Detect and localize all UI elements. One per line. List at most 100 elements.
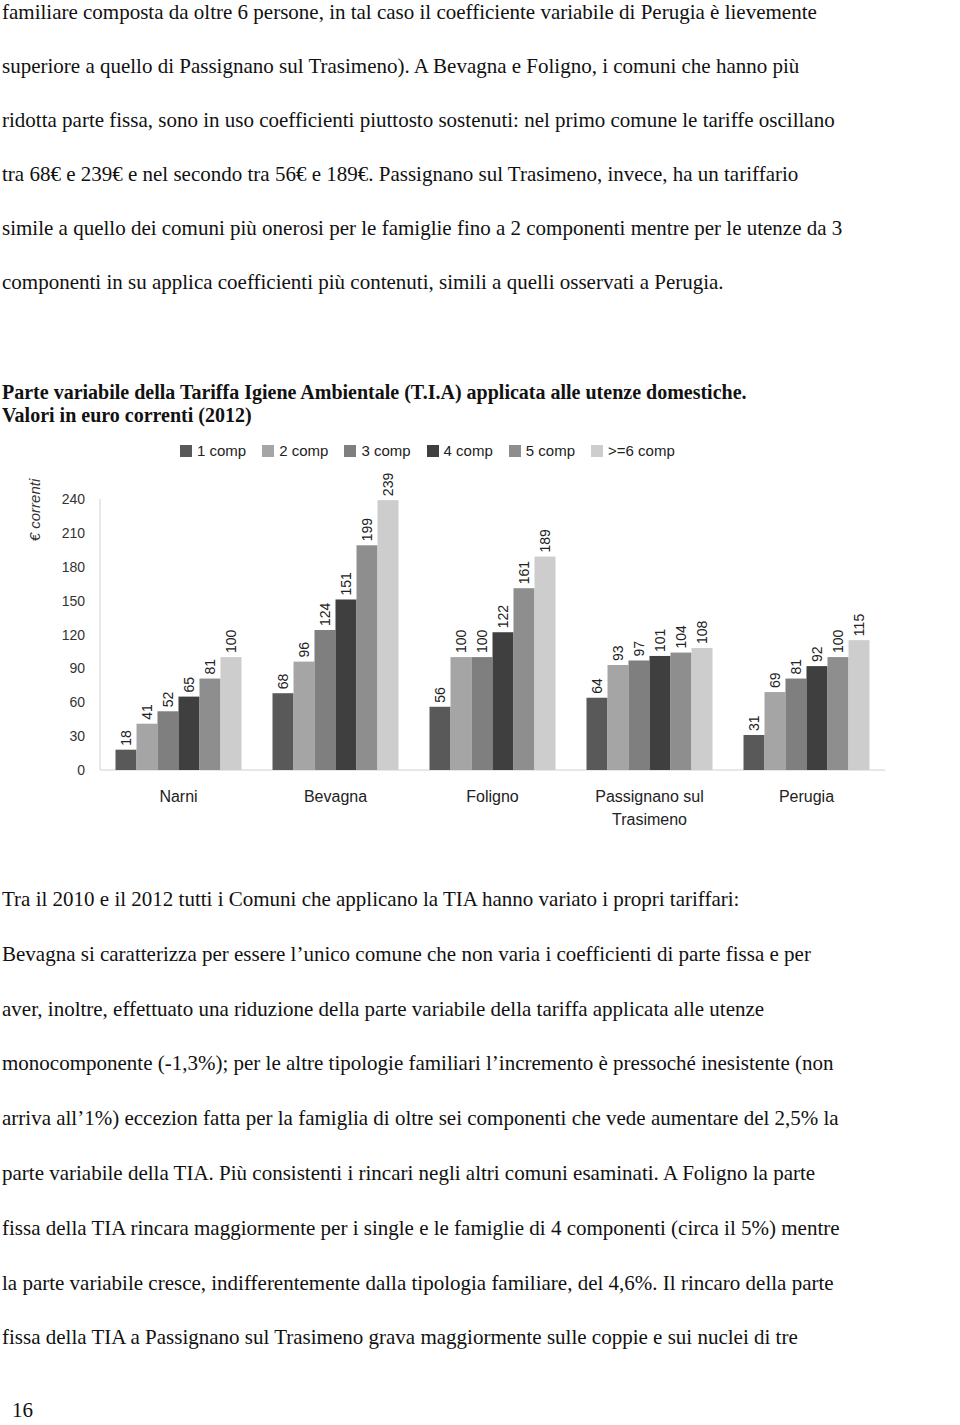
data-label: 69 — [767, 672, 783, 688]
legend-swatch — [344, 445, 356, 457]
data-label: 115 — [851, 614, 867, 637]
bar — [744, 735, 765, 770]
text-line: fissa della TIA a Passignano sul Trasime… — [2, 1323, 957, 1351]
bar — [315, 630, 336, 770]
text-line: monocomponente (-1,3%); per le altre tip… — [2, 1049, 957, 1077]
bar — [357, 545, 378, 770]
legend-label: 4 comp — [444, 442, 493, 459]
legend-item: 4 comp — [427, 442, 493, 459]
y-tick-label: 240 — [62, 491, 86, 507]
bar — [472, 657, 493, 770]
text-line: la parte variabile cresce, indifferentem… — [2, 1269, 957, 1297]
text-line: Tra il 2010 e il 2012 tutti i Comuni che… — [2, 885, 957, 913]
text-line: parte variabile della TIA. Più consisten… — [2, 1159, 957, 1187]
text-line: Bevagna si caratterizza per essere l’uni… — [2, 940, 957, 968]
bar — [158, 711, 179, 770]
bar — [378, 500, 399, 770]
bar — [514, 588, 535, 770]
data-label: 239 — [380, 473, 396, 497]
legend-item: >=6 comp — [591, 442, 675, 459]
data-label: 101 — [652, 628, 668, 652]
bar — [493, 632, 514, 770]
data-label: 199 — [359, 518, 375, 542]
x-tick-label: Passignano sul Trasimeno — [575, 785, 725, 831]
legend-label: 2 comp — [279, 442, 328, 459]
y-axis-line — [100, 499, 101, 770]
data-label: 104 — [673, 625, 689, 649]
data-label: 31 — [746, 715, 762, 731]
text-line: familiare composta da oltre 6 persone, i… — [2, 0, 957, 26]
bar — [807, 666, 828, 770]
bar — [273, 693, 294, 770]
chart: 0306090120150180210240€ correnti18685664… — [0, 0, 960, 1425]
data-label: 81 — [202, 659, 218, 675]
text-line: fissa della TIA rincara maggiormente per… — [2, 1214, 957, 1242]
data-label: 189 — [537, 529, 553, 553]
legend-item: 2 comp — [262, 442, 328, 459]
text-line: superiore a quello di Passignano sul Tra… — [2, 52, 957, 80]
data-label: 100 — [830, 630, 846, 654]
bar — [336, 599, 357, 770]
bar — [650, 656, 671, 770]
bar — [608, 665, 629, 770]
y-tick-label: 120 — [62, 627, 86, 643]
bar — [200, 679, 221, 770]
legend-swatch — [262, 445, 274, 457]
y-tick-label: 60 — [69, 694, 85, 710]
legend-item: 3 comp — [344, 442, 410, 459]
bar — [535, 557, 556, 770]
legend-item: 1 comp — [180, 442, 246, 459]
y-tick-label: 180 — [62, 559, 86, 575]
data-label: 100 — [223, 630, 239, 654]
bar — [587, 698, 608, 770]
legend-label: 1 comp — [197, 442, 246, 459]
legend: 1 comp 2 comp 3 comp 4 comp 5 comp >=6 comp — [180, 442, 691, 459]
data-label: 108 — [694, 620, 710, 644]
legend-label: >=6 comp — [608, 442, 675, 459]
text-line: arriva all’1%) eccezion fatta per la fam… — [2, 1104, 957, 1132]
legend-label: 3 comp — [361, 442, 410, 459]
y-tick-label: 150 — [62, 593, 86, 609]
page: familiare composta da oltre 6 persone, i… — [0, 0, 960, 1425]
y-tick-label: 30 — [69, 728, 85, 744]
data-label: 65 — [181, 677, 197, 693]
bar — [294, 662, 315, 770]
data-label: 93 — [610, 645, 626, 661]
bar — [179, 697, 200, 770]
text-line: ridotta parte fissa, sono in uso coeffic… — [2, 106, 957, 134]
bar — [849, 640, 870, 770]
data-label: 52 — [160, 691, 176, 707]
bar — [116, 750, 137, 770]
data-label: 92 — [809, 646, 825, 662]
chart-title: Parte variabile della Tariffa Igiene Amb… — [2, 381, 747, 404]
page-number: 16 — [12, 1398, 33, 1423]
x-tick-label: Bevagna — [261, 785, 411, 808]
bar — [137, 724, 158, 770]
data-label: 122 — [495, 605, 511, 629]
chart-subtitle: Valori in euro correnti (2012) — [2, 404, 252, 427]
data-label: 124 — [317, 602, 333, 626]
x-tick-label: Narni — [104, 785, 254, 808]
data-label: 161 — [516, 561, 532, 585]
data-label: 151 — [338, 572, 354, 596]
data-label: 56 — [432, 687, 448, 703]
data-label: 64 — [589, 678, 605, 694]
legend-swatch — [180, 445, 192, 457]
data-label: 41 — [139, 704, 155, 720]
text-line: tra 68€ e 239€ e nel secondo tra 56€ e 1… — [2, 160, 957, 188]
y-tick-label: 0 — [77, 762, 85, 778]
bar — [221, 657, 242, 770]
text-line: aver, inoltre, effettuato una riduzione … — [2, 995, 957, 1023]
data-label: 97 — [631, 641, 647, 657]
y-tick-label: 210 — [62, 525, 86, 541]
legend-label: 5 comp — [526, 442, 575, 459]
data-label: 96 — [296, 642, 312, 658]
bar — [786, 679, 807, 770]
text-line: simile a quello dei comuni più onerosi p… — [2, 214, 957, 242]
text-line: componenti in su applica coefficienti pi… — [2, 268, 957, 296]
bar — [430, 707, 451, 770]
bar — [828, 657, 849, 770]
x-tick-label: Foligno — [418, 785, 568, 808]
bar — [671, 653, 692, 770]
legend-swatch — [427, 445, 439, 457]
